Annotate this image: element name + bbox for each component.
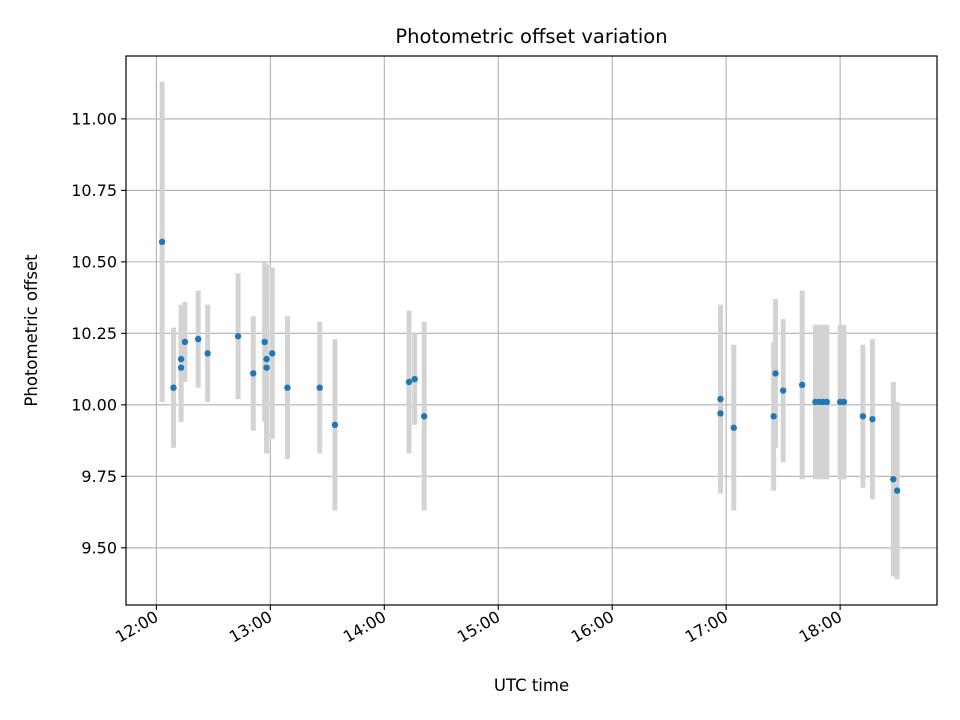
- data-point: [840, 398, 848, 406]
- y-tick-label: 10.50: [71, 252, 117, 271]
- data-point: [158, 238, 166, 246]
- y-axis-title: Photometric offset: [22, 254, 41, 407]
- data-point: [263, 355, 270, 363]
- data-point: [170, 384, 177, 391]
- data-point: [284, 384, 291, 391]
- data-point: [261, 338, 268, 346]
- y-tick-label: 9.75: [81, 467, 117, 486]
- data-point: [890, 475, 897, 483]
- data-point: [717, 395, 724, 403]
- data-point: [194, 335, 202, 343]
- x-tick-label: 14:00: [340, 607, 389, 647]
- data-point: [730, 424, 737, 431]
- x-tick-label: 12:00: [112, 607, 161, 647]
- grid-layer: [126, 56, 937, 605]
- y-tick-label: 10.00: [71, 395, 117, 414]
- data-point: [177, 355, 185, 363]
- data-point: [316, 384, 323, 391]
- data-point: [250, 370, 257, 377]
- data-point: [181, 338, 189, 346]
- data-point: [331, 421, 339, 429]
- x-tick-label: 16:00: [568, 607, 617, 647]
- data-point: [263, 364, 270, 371]
- data-point: [823, 398, 831, 406]
- x-tick-label: 18:00: [796, 607, 845, 647]
- y-tick-label: 9.50: [81, 538, 117, 557]
- marker-layer: [158, 238, 901, 494]
- data-point: [798, 381, 806, 389]
- plot-frame: [125, 55, 938, 606]
- x-tick-label: 13:00: [226, 607, 275, 647]
- data-point: [420, 413, 428, 420]
- errorbar-layer: [159, 81, 900, 580]
- chart-title: Photometric offset variation: [395, 25, 667, 48]
- data-point: [411, 375, 418, 383]
- data-point: [859, 413, 867, 420]
- data-point: [269, 350, 276, 357]
- x-tick-label: 15:00: [454, 607, 503, 647]
- y-tick-label: 11.00: [71, 109, 117, 128]
- data-point: [234, 333, 242, 340]
- data-point: [779, 387, 787, 394]
- data-point: [772, 370, 779, 377]
- data-point: [893, 487, 901, 494]
- x-axis-title: UTC time: [494, 676, 569, 695]
- data-point: [177, 364, 185, 371]
- data-point: [869, 415, 876, 423]
- data-point: [405, 378, 413, 386]
- x-tick-label: 17:00: [682, 607, 731, 647]
- y-tick-label: 10.75: [71, 181, 117, 200]
- y-tick-label: 10.25: [71, 324, 117, 343]
- data-point: [204, 350, 211, 357]
- data-point: [717, 410, 724, 417]
- data-point: [770, 413, 777, 420]
